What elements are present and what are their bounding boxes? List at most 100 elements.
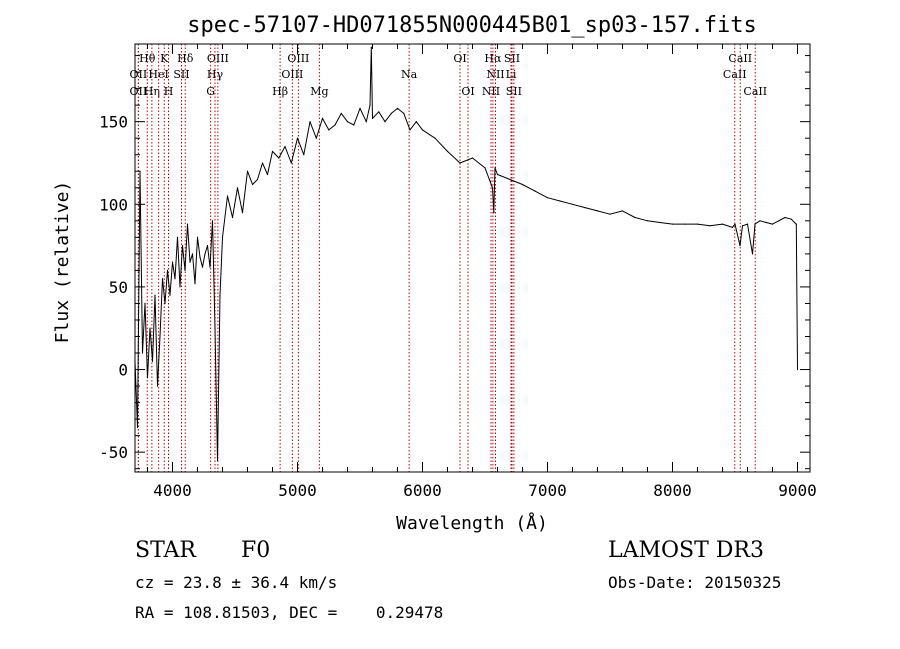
y-tick-label-1: 0: [118, 361, 128, 380]
data-point-40: [246, 170, 249, 172]
line-marker-label-22: Li: [506, 68, 517, 81]
x-tick-label-4: 8000: [653, 481, 692, 500]
data-point-54: [328, 129, 330, 131]
x-tick-label-1: 5000: [278, 481, 317, 500]
data-point-37: [231, 216, 234, 219]
data-point-77: [491, 187, 494, 189]
data-point-68: [403, 112, 405, 114]
data-point-35: [221, 236, 224, 238]
data-point-106: [759, 220, 761, 222]
data-point-26: [199, 256, 201, 258]
y-tick-label-0: -50: [99, 443, 128, 462]
line-marker-label-18: OI: [461, 85, 474, 98]
data-point-13: [166, 269, 169, 271]
data-point-46: [278, 157, 280, 159]
data-point-93: [659, 221, 661, 224]
data-point-79: [494, 167, 496, 169]
data-point-43: [261, 162, 264, 164]
line-marker-label-23: NII: [482, 85, 500, 98]
data-point-108: [771, 223, 774, 225]
data-point-20: [184, 269, 186, 271]
data-point-104: [751, 253, 754, 255]
data-point-3: [141, 352, 144, 354]
plot-frame: [134, 43, 811, 473]
data-point-99: [731, 226, 734, 228]
data-point-97: [709, 225, 711, 227]
data-point-90: [621, 210, 624, 212]
y-tick-label-2: 50: [109, 278, 128, 297]
data-point-60: [365, 121, 367, 123]
data-point-23: [191, 253, 194, 255]
data-point-85: [559, 200, 561, 202]
survey-name: LAMOST DR3: [608, 538, 764, 563]
data-point-82: [521, 183, 524, 186]
data-point-31: [211, 220, 214, 222]
x-tick-label-3: 7000: [528, 481, 567, 500]
axis-layer: 4000 5000 6000 7000 8000 9000 -50 0 50 100 150: [99, 44, 817, 500]
data-point-58: [353, 124, 355, 126]
series-layer: [134, 46, 799, 461]
data-point-78: [493, 212, 495, 214]
line-marker-label-11: G: [206, 85, 215, 98]
data-point-111: [790, 218, 792, 220]
data-point-71: [421, 129, 424, 131]
data-point-25: [196, 236, 199, 238]
data-point-29: [206, 245, 209, 247]
data-point-45: [271, 150, 274, 152]
data-point-92: [646, 220, 649, 222]
data-point-94: [671, 223, 674, 225]
data-point-105: [754, 223, 756, 225]
line-marker-label-27: CaII: [743, 85, 767, 98]
data-point-8: [154, 294, 156, 296]
line-marker-label-6: H: [164, 85, 174, 98]
data-point-33: [216, 459, 219, 461]
line-marker-label-16: Na: [401, 68, 418, 81]
data-point-30: [209, 266, 211, 268]
line-marker-label-15: Mg: [310, 85, 328, 98]
data-point-112: [795, 223, 797, 225]
line-marker-label-19: Hα: [484, 52, 502, 65]
data-point-80: [496, 173, 499, 176]
data-point-10: [159, 335, 161, 338]
data-point-95: [684, 223, 686, 225]
line-marker-label-26: CaII: [723, 68, 747, 81]
data-point-100: [734, 223, 736, 225]
line-marker-label-8: Hδ: [177, 52, 194, 65]
data-point-64: [378, 111, 380, 113]
data-point-110: [784, 216, 786, 219]
data-point-56: [340, 112, 342, 114]
data-point-38: [236, 187, 239, 189]
data-point-39: [241, 212, 244, 214]
line-marker-label-13: OIII: [281, 68, 303, 81]
data-point-102: [741, 225, 744, 227]
x-axis-label: Wavelength (Å): [396, 512, 548, 534]
data-point-98: [721, 223, 724, 225]
data-point-75: [471, 157, 474, 159]
data-point-47: [284, 145, 286, 148]
data-point-62: [370, 46, 372, 48]
data-point-34: [219, 294, 221, 296]
data-point-52: [315, 137, 317, 139]
data-point-84: [546, 197, 549, 199]
data-point-21: [186, 223, 189, 225]
data-point-87: [584, 207, 586, 209]
x-tick-label-0: 4000: [153, 481, 192, 500]
object-class: STAR: [135, 538, 196, 563]
data-point-15: [171, 261, 174, 263]
y-tick-label-3: 100: [99, 195, 128, 214]
data-point-66: [390, 112, 392, 114]
data-point-14: [169, 294, 171, 296]
line-marker-label-25: CaII: [728, 52, 752, 65]
data-point-91: [634, 216, 636, 219]
data-point-61: [369, 104, 371, 106]
data-point-57: [346, 121, 349, 123]
data-point-49: [296, 137, 299, 139]
data-point-9: [156, 385, 159, 387]
x-tick-label-2: 6000: [403, 481, 442, 500]
data-point-17: [176, 236, 179, 238]
line-marker-label-17: OI: [453, 52, 466, 65]
subclass: F0: [241, 538, 271, 563]
data-point-22: [189, 261, 191, 263]
data-point-42: [256, 178, 259, 181]
